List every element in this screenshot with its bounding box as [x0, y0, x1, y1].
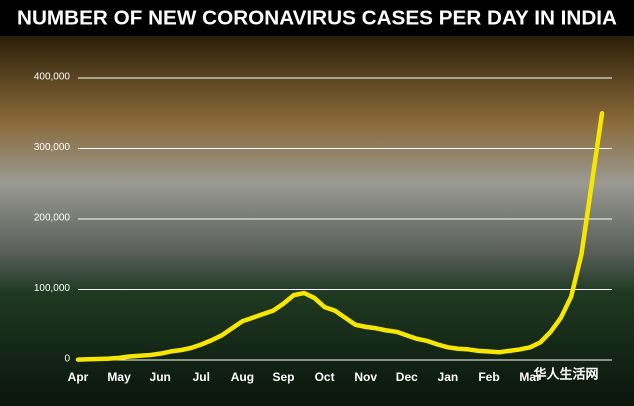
- x-tick-label: Sep: [272, 370, 294, 384]
- x-tick-label: Aug: [231, 370, 254, 384]
- x-tick-label: Oct: [315, 370, 335, 384]
- y-tick-label: 200,000: [34, 213, 71, 224]
- x-tick-label: Nov: [354, 370, 377, 384]
- x-tick-label: Jan: [438, 370, 459, 384]
- x-tick-label: Jun: [150, 370, 171, 384]
- watermark: 华人生活网: [533, 366, 598, 381]
- chart-title: NUMBER OF NEW CORONAVIRUS CASES PER DAY …: [17, 7, 617, 29]
- x-tick-label: Jul: [193, 370, 210, 384]
- y-tick-label: 300,000: [34, 142, 71, 153]
- data-line: [75, 111, 605, 362]
- x-tick-label: Mar: [519, 370, 541, 384]
- y-tick-label: 0: [64, 354, 70, 365]
- title-band: [0, 0, 634, 36]
- x-tick-label: May: [107, 370, 131, 384]
- x-tick-label: Apr: [68, 370, 89, 384]
- x-tick-label: Dec: [396, 370, 418, 384]
- y-tick-label: 400,000: [34, 72, 71, 83]
- x-tick-label: Feb: [478, 370, 499, 384]
- y-tick-label: 100,000: [34, 283, 71, 294]
